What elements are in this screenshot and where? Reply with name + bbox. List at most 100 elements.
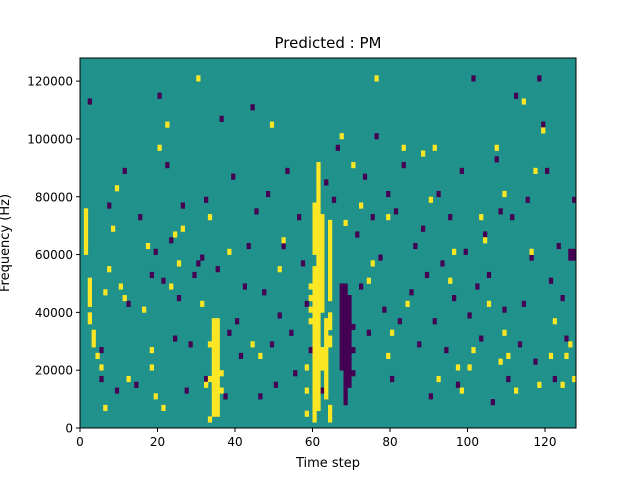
heatmap-cell-high [312, 410, 317, 417]
heatmap-cell-high [328, 266, 333, 273]
heatmap-cell-high [215, 323, 220, 331]
heatmap-cell-high [304, 410, 309, 417]
heatmap-cell-low [107, 202, 112, 209]
heatmap-cell-low [521, 300, 526, 307]
heatmap-cell-high [316, 289, 321, 296]
heatmap-cell-low [238, 352, 244, 359]
heatmap-cell-high [320, 260, 325, 267]
heatmap-cell-high [211, 410, 216, 417]
heatmap-cell-high [308, 318, 313, 325]
heatmap-cell-low [138, 214, 143, 221]
heatmap-cell-high [436, 375, 441, 383]
plot-frame [79, 57, 577, 429]
heatmap-cell-high [328, 237, 333, 244]
y-tick-label: 80000 [35, 190, 73, 204]
heatmap-cell-high [452, 248, 457, 255]
heatmap-cell-low [444, 347, 449, 354]
heatmap-cell-high [320, 358, 325, 365]
heatmap-cell-high [312, 283, 317, 290]
heatmap-cell-low [572, 196, 577, 203]
heatmap-cell-low [343, 370, 348, 377]
heatmap-cell-high [312, 208, 317, 215]
heatmap-cell-high [514, 387, 519, 394]
heatmap-cell-high [161, 404, 166, 412]
heatmap-cell-low [269, 341, 275, 348]
heatmap-cell-high [211, 335, 216, 342]
heatmap-cell-high [320, 295, 325, 302]
heatmap-cell-low [347, 318, 352, 325]
heatmap-cell-low [366, 329, 371, 336]
heatmap-cell-high [87, 289, 92, 296]
heatmap-cell-high [211, 393, 216, 400]
heatmap-cell-low [343, 335, 348, 342]
heatmap-cell-high [316, 254, 321, 261]
heatmap-cell-high [312, 375, 317, 383]
heatmap-cell-high [304, 387, 309, 394]
heatmap-cell-low [266, 190, 271, 198]
heatmap-cell-low [351, 323, 356, 331]
heatmap-cell-high [281, 237, 286, 244]
heatmap-cell-high [316, 347, 321, 354]
heatmap-cell-low [347, 335, 352, 342]
heatmap-cell-high [316, 162, 321, 169]
heatmap-cell-high [87, 312, 92, 319]
heatmap-cell-low [339, 300, 344, 307]
heatmap-cell-high [312, 248, 317, 255]
heatmap-cell-low [339, 323, 344, 331]
heatmap-cell-high [521, 98, 526, 105]
heatmap-cell-low [343, 393, 348, 400]
heatmap-cell-high [312, 231, 317, 238]
heatmap-cell-high [316, 219, 321, 227]
heatmap-cell-high [339, 133, 344, 140]
heatmap-cell-high [479, 214, 484, 221]
heatmap-cell-high [215, 370, 220, 377]
heatmap-cell-high [312, 289, 317, 296]
heatmap-cell-high [316, 318, 321, 325]
heatmap-cell-high [560, 381, 565, 388]
heatmap-cell-high [91, 341, 96, 348]
y-axis: 0 20000 40000 60000 80000 100000 120000 [27, 75, 80, 436]
y-tick-label: 100000 [27, 132, 73, 146]
heatmap-cell-high [366, 277, 371, 284]
heatmap-cell-low [339, 341, 344, 348]
heatmap-cell-high [312, 202, 317, 209]
heatmap-cell-low [479, 335, 484, 342]
x-tick-label: 40 [227, 435, 242, 449]
heatmap-cell-high [215, 335, 220, 342]
heatmap-cell-low [196, 260, 201, 267]
heatmap-cell-high [316, 364, 321, 371]
heatmap-cell-low [339, 352, 344, 359]
heatmap-cell-high [320, 271, 325, 279]
heatmap-cell-low [331, 196, 337, 203]
heatmap-cell-high [548, 352, 554, 359]
heatmap-cell-high [533, 167, 538, 174]
heatmap-cell-high [91, 335, 96, 342]
heatmap-cell-low [537, 75, 542, 82]
heatmap-cell-low [533, 358, 538, 365]
heatmap-cell-high [316, 283, 321, 290]
heatmap-cell-high [211, 323, 216, 331]
heatmap-cell-high [448, 277, 453, 284]
heatmap-cell-high [328, 410, 333, 417]
heatmap-cell-high [308, 283, 313, 290]
heatmap-cell-low [502, 306, 507, 313]
heatmap-cell-low [126, 300, 131, 307]
heatmap-cell-high [312, 271, 317, 279]
heatmap-cell-low [556, 243, 561, 250]
heatmap-cell-high [324, 375, 329, 383]
heatmap-cell-high [320, 225, 325, 232]
heatmap-cell-high [207, 416, 213, 423]
heatmap-cell-low [339, 335, 344, 342]
heatmap-cell-high [316, 173, 321, 180]
heatmap-cell-high [114, 185, 120, 192]
heatmap-cell-high [324, 347, 329, 354]
heatmap-cell-high [316, 404, 321, 412]
heatmap-cell-low [204, 375, 209, 383]
heatmap-cell-high [83, 208, 89, 215]
heatmap-cell-high [312, 300, 317, 307]
heatmap-cell-low [343, 387, 348, 394]
heatmap-cell-high [320, 231, 325, 238]
heatmap-cell-low [517, 341, 523, 348]
heatmap-cell-low [250, 104, 255, 111]
heatmap-cell-high [211, 370, 216, 377]
